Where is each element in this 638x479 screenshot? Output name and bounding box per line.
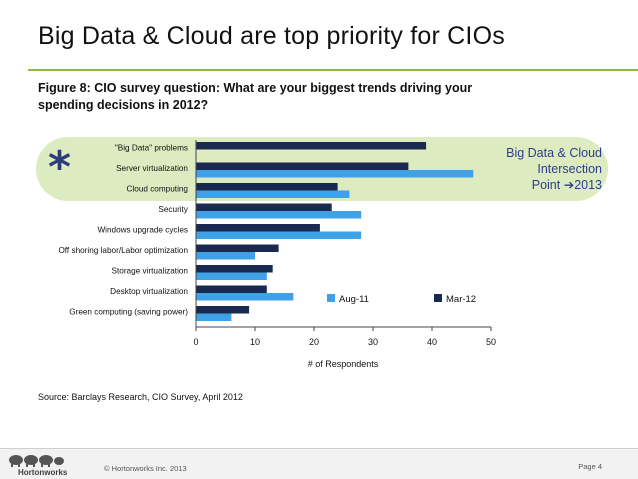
category-label-storage-virtualization: Storage virtualization (112, 267, 189, 276)
x-tick-label-40: 40 (427, 337, 437, 347)
page-number: Page 4 (578, 462, 602, 471)
x-axis-title: # of Respondents (308, 359, 379, 369)
bar-aug-11-storage-virtualization (196, 272, 267, 280)
bar-mar-12-windows-upgrade-cycles (196, 224, 320, 232)
bar-mar-12-off-shoring-labor-labor-optimization (196, 244, 279, 252)
elephant-logo-icon (9, 455, 64, 467)
legend-label-mar-12: Mar-12 (446, 294, 476, 305)
category-label-server-virtualization: Server virtualization (116, 164, 188, 173)
bar-aug-11-windows-upgrade-cycles (196, 231, 362, 239)
bar-mar-12-storage-virtualization (196, 265, 273, 273)
category-label-security: Security (158, 205, 188, 214)
bar-mar-12-big-data-problems (196, 142, 427, 150)
category-label-green-computing-saving-power: Green computing (saving power) (69, 308, 188, 317)
respondents-bar-chart: "Big Data" problems Server virtualization… (58, 140, 496, 369)
intersection-note: Big Data & Cloud Intersection Point ➔201… (452, 145, 602, 193)
bar-aug-11-server-virtualization (196, 170, 474, 178)
note-line-1: Big Data & Cloud (506, 146, 602, 160)
bar-aug-11-green-computing-saving-power (196, 313, 232, 321)
bar-mar-12-desktop-virtualization (196, 285, 267, 293)
bar-aug-11-security (196, 211, 362, 219)
logo-wordmark: Hortonworks (18, 468, 68, 477)
bar-mar-12-security (196, 203, 332, 211)
bar-aug-11-cloud-computing (196, 190, 350, 198)
category-label-desktop-virtualization: Desktop virtualization (110, 287, 188, 296)
category-label-windows-upgrade-cycles: Windows upgrade cycles (97, 226, 188, 235)
source-note: Source: Barclays Research, CIO Survey, A… (38, 392, 243, 402)
category-label-big-data-problems: "Big Data" problems (115, 144, 188, 153)
asterisk-marker: * (48, 142, 72, 193)
note-point-label: Point (531, 178, 564, 192)
note-line-2: Intersection (537, 162, 602, 176)
slide-title: Big Data & Cloud are top priority for CI… (38, 22, 505, 50)
category-label-off-shoring-labor-labor-optimization: Off shoring labor/Labor optimization (58, 246, 188, 255)
bar-mar-12-server-virtualization (196, 162, 409, 170)
figure-caption: Figure 8: CIO survey question: What are … (38, 81, 473, 112)
bar-aug-11-desktop-virtualization (196, 293, 294, 301)
legend-label-aug-11: Aug-11 (339, 294, 369, 305)
legend-swatch-mar-12 (434, 294, 442, 302)
footer-band (0, 449, 638, 479)
x-tick-label-0: 0 (193, 337, 198, 347)
x-tick-label-30: 30 (368, 337, 378, 347)
legend-swatch-aug-11 (327, 294, 335, 302)
note-line-3: Point ➔2013 (452, 177, 602, 193)
copyright-text: © Hortonworks Inc. 2013 (104, 464, 187, 473)
category-label-cloud-computing: Cloud computing (127, 185, 189, 194)
x-tick-label-20: 20 (309, 337, 319, 347)
bar-mar-12-green-computing-saving-power (196, 306, 250, 314)
bar-aug-11-off-shoring-labor-labor-optimization (196, 252, 255, 260)
x-tick-label-50: 50 (486, 337, 496, 347)
right-arrow-icon: ➔ (563, 177, 575, 192)
title-divider (28, 69, 638, 71)
x-tick-label-10: 10 (250, 337, 260, 347)
note-year: 2013 (574, 178, 602, 192)
footer-divider (0, 448, 638, 449)
bar-mar-12-cloud-computing (196, 183, 338, 191)
